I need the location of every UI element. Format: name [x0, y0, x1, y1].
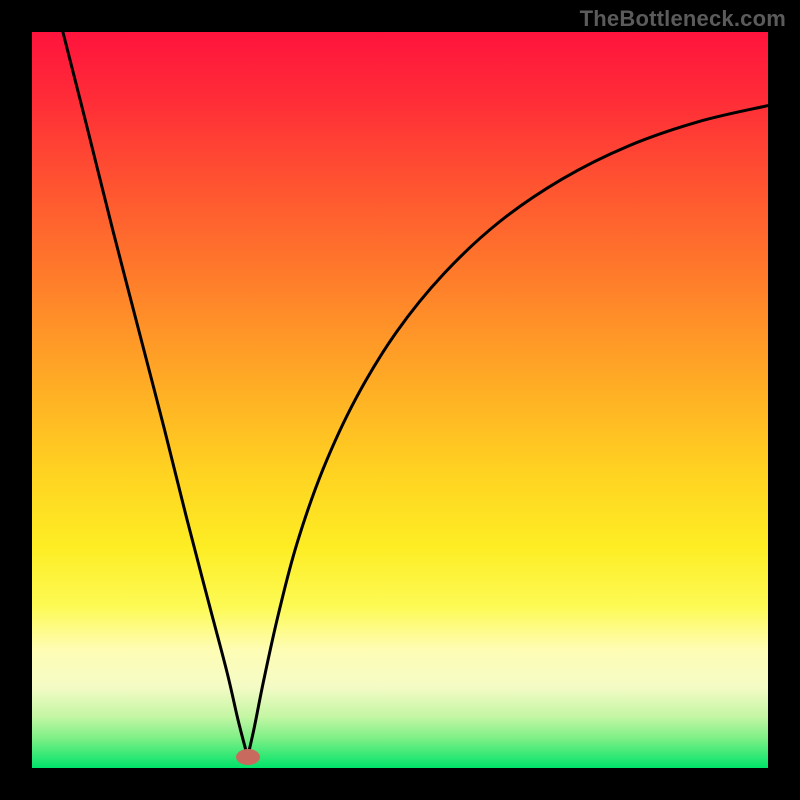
watermark-text: TheBottleneck.com [580, 6, 786, 32]
curve-right-branch [248, 106, 768, 757]
chart-container: TheBottleneck.com [0, 0, 800, 800]
dip-marker [236, 749, 260, 765]
curve-left-branch [63, 32, 248, 757]
curve-svg [0, 0, 800, 800]
